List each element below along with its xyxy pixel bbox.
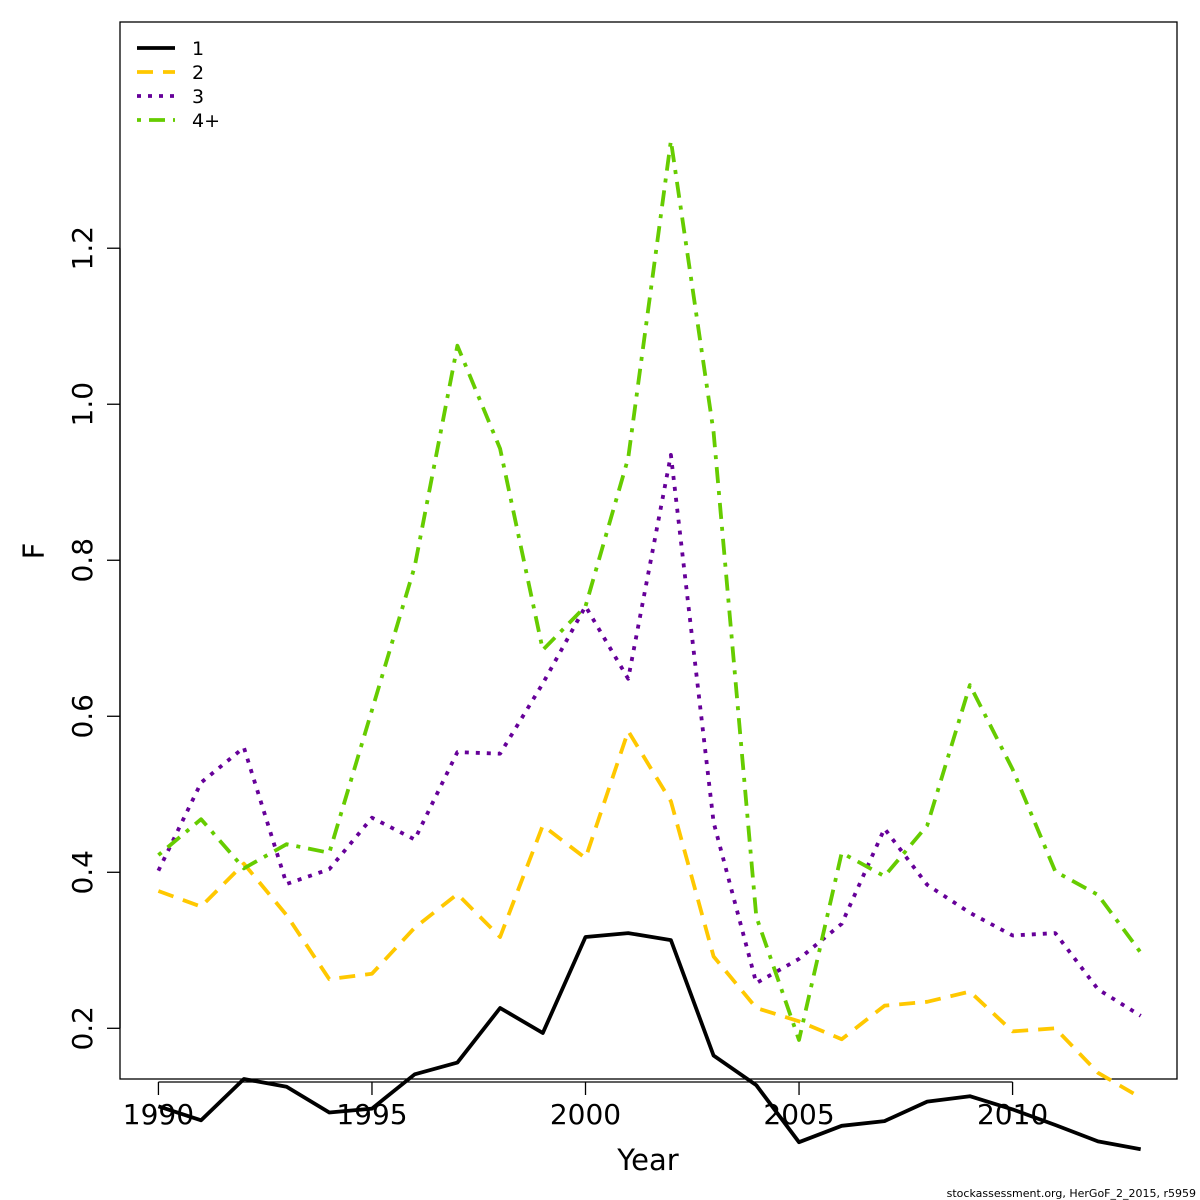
series-layer — [156, 138, 1143, 1152]
legend-label: 2 — [192, 62, 204, 84]
x-tick-label: 2000 — [550, 1098, 621, 1131]
y-tick-label: 1.2 — [66, 226, 99, 271]
legend-label: 3 — [192, 86, 204, 108]
x-tick-label: 1995 — [336, 1098, 407, 1131]
x-axis-title: Year — [616, 1143, 678, 1177]
y-tick-label: 0.6 — [66, 694, 99, 739]
x-tick-label: 2005 — [763, 1098, 834, 1131]
y-tick-label: 0.2 — [66, 1006, 99, 1051]
series-line-2 — [157, 729, 1142, 1100]
y-axis: 0.2 0.4 0.6 0.8 1.0 1.2 — [66, 226, 121, 1051]
series-line-4 — [157, 138, 1143, 1042]
series-line-1 — [157, 931, 1142, 1152]
y-tick-label: 0.4 — [66, 850, 99, 895]
y-axis-title: F — [17, 543, 51, 560]
legend-label: 4+ — [192, 110, 220, 132]
legend-label: 1 — [192, 38, 204, 60]
y-tick-label: 0.8 — [66, 538, 99, 583]
x-axis: 1990 1995 2000 2005 2010 — [123, 1081, 1048, 1131]
y-tick-label: 1.0 — [66, 382, 99, 427]
footnote: stockassessment.org, HerGoF_2_2015, r595… — [947, 1187, 1196, 1200]
series-line-3 — [156, 452, 1142, 1018]
